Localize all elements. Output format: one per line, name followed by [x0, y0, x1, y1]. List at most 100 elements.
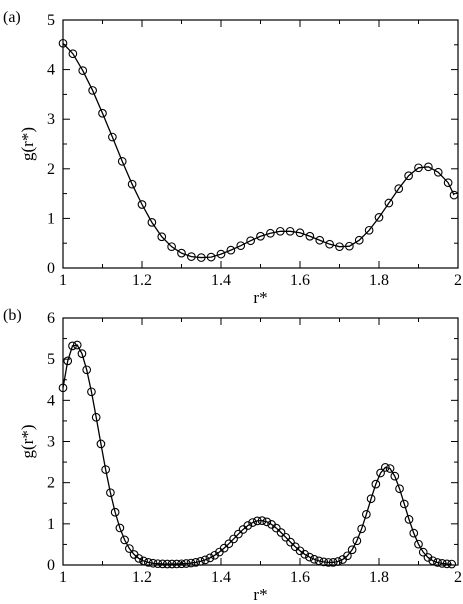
plot-frame [62, 317, 459, 566]
data-point [117, 157, 127, 166]
data-point [364, 225, 374, 235]
data-point [196, 253, 206, 262]
data-point [281, 532, 291, 542]
data-point [177, 559, 186, 569]
data-point [262, 517, 272, 527]
panel-tag: (a) [3, 9, 21, 26]
data-point [157, 232, 167, 242]
data-point [418, 547, 428, 557]
data-point [305, 231, 315, 241]
data-point [433, 167, 443, 177]
data-point [236, 241, 246, 251]
data-point [305, 552, 314, 562]
data-point [374, 213, 384, 222]
x-tick-label: 1 [59, 569, 67, 586]
data-point [256, 231, 265, 241]
data-point [314, 556, 324, 566]
data-point [82, 365, 92, 375]
data-point [91, 412, 101, 422]
data-point [172, 559, 182, 569]
data-point [206, 252, 216, 262]
y-tick-label: 4 [47, 62, 55, 79]
data-point [285, 226, 295, 236]
data-point [147, 218, 157, 227]
data-point [196, 556, 205, 566]
data-point [380, 463, 390, 472]
data-point [357, 524, 366, 534]
data-point [243, 521, 253, 530]
data-point [68, 341, 77, 351]
data-point [229, 534, 238, 544]
data-point [153, 559, 163, 569]
y-tick-label: 3 [47, 111, 55, 128]
data-point [120, 535, 129, 545]
data-point [88, 86, 97, 95]
x-tick-label: 1.6 [290, 272, 310, 289]
data-point [428, 556, 438, 566]
data-point [63, 356, 73, 366]
data-point [295, 228, 305, 238]
y-tick-label: 0 [47, 557, 55, 574]
data-point [127, 179, 137, 189]
x-tick-label: 1.2 [132, 272, 152, 289]
data-point [246, 236, 255, 246]
panel-tag: (b) [3, 307, 22, 324]
data-point [167, 242, 176, 252]
x-tick-label: 1.8 [369, 569, 389, 586]
data-point [394, 184, 404, 193]
data-point [252, 516, 262, 526]
data-point [72, 340, 82, 350]
data-point [200, 555, 210, 565]
data-point [98, 108, 107, 118]
data-point [101, 465, 111, 474]
data-point [300, 549, 310, 559]
data-point [216, 249, 226, 259]
y-tick-label: 5 [47, 12, 55, 29]
y-tick-label: 0 [47, 260, 55, 277]
data-point [115, 523, 125, 533]
data-point [343, 551, 352, 561]
data-point [134, 554, 144, 563]
data-point [226, 245, 236, 255]
data-point [352, 536, 362, 546]
x-tick-label: 1.4 [211, 272, 231, 289]
data-point [424, 162, 433, 172]
data-point [433, 558, 442, 567]
data-point [271, 523, 281, 533]
data-point [78, 66, 88, 75]
data-point [257, 516, 267, 525]
data-point [347, 545, 357, 555]
data-point [162, 559, 172, 569]
data-point [324, 558, 333, 567]
x-tick-label: 1.8 [369, 272, 389, 289]
y-tick-label: 5 [47, 351, 55, 368]
x-tick-label: 2 [454, 272, 462, 289]
data-point [219, 543, 229, 553]
data-point [205, 553, 215, 563]
data-point [125, 544, 134, 553]
data-point [371, 479, 381, 489]
data-point [224, 539, 234, 549]
y-tick-label: 2 [47, 475, 55, 492]
series-line [62, 344, 452, 565]
data-point [404, 171, 413, 181]
data-point [148, 558, 158, 568]
data-point [443, 178, 453, 188]
x-axis-label: r* [253, 288, 267, 307]
data-point [276, 528, 286, 537]
data-point [234, 529, 243, 539]
y-axis-label: g(r*) [18, 127, 37, 161]
data-point [385, 464, 395, 473]
data-point [108, 132, 117, 142]
data-point [275, 226, 285, 236]
y-tick-label: 6 [47, 310, 55, 327]
y-tick-label: 1 [47, 516, 55, 533]
data-point [447, 559, 457, 569]
data-point [399, 499, 409, 509]
data-point [362, 509, 371, 519]
data-point [58, 38, 68, 48]
data-point [110, 507, 120, 517]
data-point [404, 515, 414, 524]
